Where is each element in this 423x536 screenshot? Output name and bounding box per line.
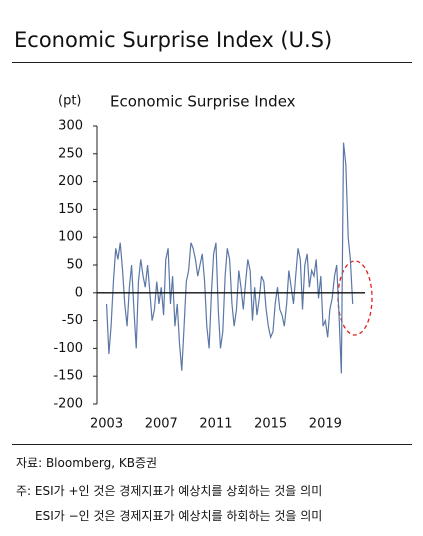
- note: 주: ESI가 +인 것은 경제지표가 예상치를 상회하는 것을 의미: [16, 484, 323, 498]
- y-axis-label: (pt): [58, 94, 82, 109]
- y-tick-label: 300: [58, 119, 83, 134]
- x-tick-label: 2011: [199, 417, 232, 432]
- y-tick-label: 50: [66, 258, 83, 273]
- x-tick-label: 2019: [309, 417, 342, 432]
- divider: [12, 62, 412, 63]
- y-tick-label: 200: [58, 174, 83, 189]
- y-tick-label: -200: [53, 397, 83, 412]
- y-tick-label: -100: [53, 341, 83, 356]
- highlight-ellipse: [337, 260, 373, 336]
- y-tick-label: -150: [53, 369, 83, 384]
- chart: (pt) Economic Surprise Index -200 -150 -10…: [53, 93, 373, 432]
- divider: [12, 444, 412, 445]
- x-tick-label: 2007: [145, 417, 178, 432]
- source: 자료: Bloomberg, KB증권: [16, 456, 158, 470]
- page-title: Economic Surprise Index (U.S): [14, 28, 333, 52]
- x-tick-label: 2015: [254, 417, 287, 432]
- series-line: [105, 142, 354, 374]
- chart-title: Economic Surprise Index: [110, 93, 296, 111]
- y-tick-label: -50: [62, 313, 83, 328]
- x-tick-label: 2003: [90, 417, 123, 432]
- y-tick-label: 0: [75, 285, 83, 300]
- y-tick-label: 150: [58, 202, 83, 217]
- y-tick-label: 100: [58, 230, 83, 245]
- y-tick-label: 250: [58, 146, 83, 161]
- note: ESI가 −인 것은 경제지표가 예상치를 하회하는 것을 의미: [35, 509, 323, 523]
